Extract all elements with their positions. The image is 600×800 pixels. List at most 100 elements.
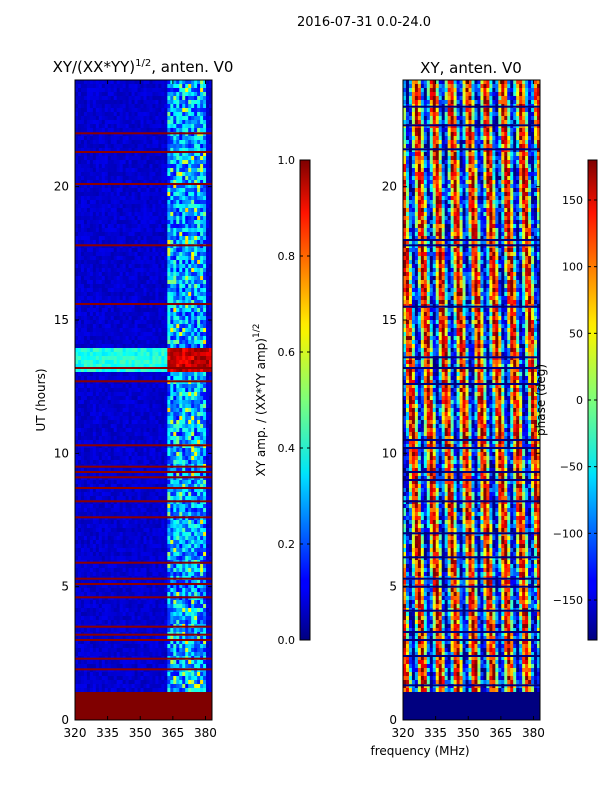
heat-cell	[158, 276, 162, 281]
heat-cell	[113, 84, 118, 89]
heat-cell	[101, 484, 106, 489]
heat-cell	[128, 372, 133, 377]
heat-cell	[80, 168, 85, 173]
heat-cell	[167, 116, 171, 121]
heat-cell	[75, 424, 79, 429]
heat-cell	[143, 420, 148, 425]
heat-cell	[107, 296, 112, 301]
heat-cell	[113, 224, 118, 229]
heat-cell	[101, 268, 106, 273]
heat-cell	[98, 304, 103, 309]
heat-cell	[200, 336, 204, 341]
heat-cell	[209, 160, 212, 165]
heat-cell	[206, 304, 210, 309]
heat-cell	[161, 416, 165, 421]
heat-cell	[134, 496, 139, 501]
heat-cell	[137, 264, 142, 269]
heat-cell	[104, 176, 109, 181]
heat-cell	[197, 504, 201, 509]
heat-cell	[110, 236, 115, 241]
heat-cell	[209, 120, 212, 125]
heat-cell	[116, 204, 121, 209]
heat-cell	[185, 488, 189, 493]
heat-cell	[92, 180, 97, 185]
heat-cell	[128, 104, 133, 109]
heat-cell	[140, 96, 145, 101]
heat-cell	[182, 468, 186, 473]
heat-cell	[200, 356, 204, 361]
heat-cell	[89, 140, 94, 145]
heat-cell	[86, 156, 91, 161]
heat-cell	[125, 436, 130, 441]
heat-cell	[110, 320, 115, 325]
heat-cell	[77, 488, 82, 493]
heat-cell	[146, 168, 151, 173]
heat-cell	[200, 396, 204, 401]
heat-cell	[143, 268, 148, 273]
heat-cell	[164, 308, 168, 313]
heat-cell	[188, 356, 192, 361]
heat-cell	[182, 204, 186, 209]
heat-cell	[182, 100, 186, 105]
heat-cell	[122, 136, 127, 141]
heat-cell	[188, 440, 192, 445]
heat-cell	[140, 104, 145, 109]
heat-cell	[107, 128, 112, 133]
heat-cell	[98, 96, 103, 101]
heat-cell	[86, 404, 91, 409]
heat-cell	[170, 376, 174, 381]
heat-cell	[173, 392, 177, 397]
heat-cell	[191, 156, 195, 161]
heat-cell	[92, 232, 97, 237]
heat-cell	[206, 148, 210, 153]
heat-cell	[113, 256, 118, 261]
heat-cell	[179, 248, 183, 253]
heat-cell	[155, 196, 159, 201]
heat-cell	[191, 404, 195, 409]
heat-cell	[203, 448, 207, 453]
heat-cell	[161, 404, 165, 409]
heat-cell	[158, 384, 162, 389]
heat-cell	[75, 488, 79, 493]
heat-cell	[95, 124, 100, 129]
heat-cell	[161, 504, 165, 509]
heat-cell	[155, 156, 159, 161]
heat-cell	[110, 304, 115, 309]
heat-cell	[155, 272, 159, 277]
heat-cell	[149, 288, 154, 293]
heat-cell	[176, 272, 180, 277]
heat-cell	[140, 180, 145, 185]
heat-cell	[110, 412, 115, 417]
heat-cell	[143, 504, 148, 509]
heat-cell	[75, 320, 79, 325]
heat-cell	[188, 468, 192, 473]
heat-cell	[98, 212, 103, 217]
heat-cell	[179, 192, 183, 197]
heat-cell	[134, 344, 139, 349]
heat-cell	[176, 304, 180, 309]
heat-cell	[107, 316, 112, 321]
heat-cell	[95, 260, 100, 265]
heat-cell	[107, 276, 112, 281]
heat-cell	[170, 416, 174, 421]
heat-cell	[77, 460, 82, 465]
heat-cell	[143, 232, 148, 237]
heat-cell	[75, 392, 79, 397]
heat-cell	[161, 488, 165, 493]
heat-cell	[191, 188, 195, 193]
heat-cell	[200, 472, 204, 477]
heat-cell	[185, 276, 189, 281]
heat-cell	[95, 448, 100, 453]
heat-cell	[182, 240, 186, 245]
heat-cell	[155, 320, 159, 325]
heat-cell	[209, 224, 212, 229]
heat-cell	[155, 352, 159, 357]
heat-cell	[107, 344, 112, 349]
heat-cell	[182, 140, 186, 145]
heat-cell	[80, 96, 85, 101]
heat-cell	[206, 196, 210, 201]
heat-cell	[194, 316, 198, 321]
heat-cell	[146, 372, 151, 377]
heat-cell	[89, 192, 94, 197]
heat-cell	[209, 396, 212, 401]
